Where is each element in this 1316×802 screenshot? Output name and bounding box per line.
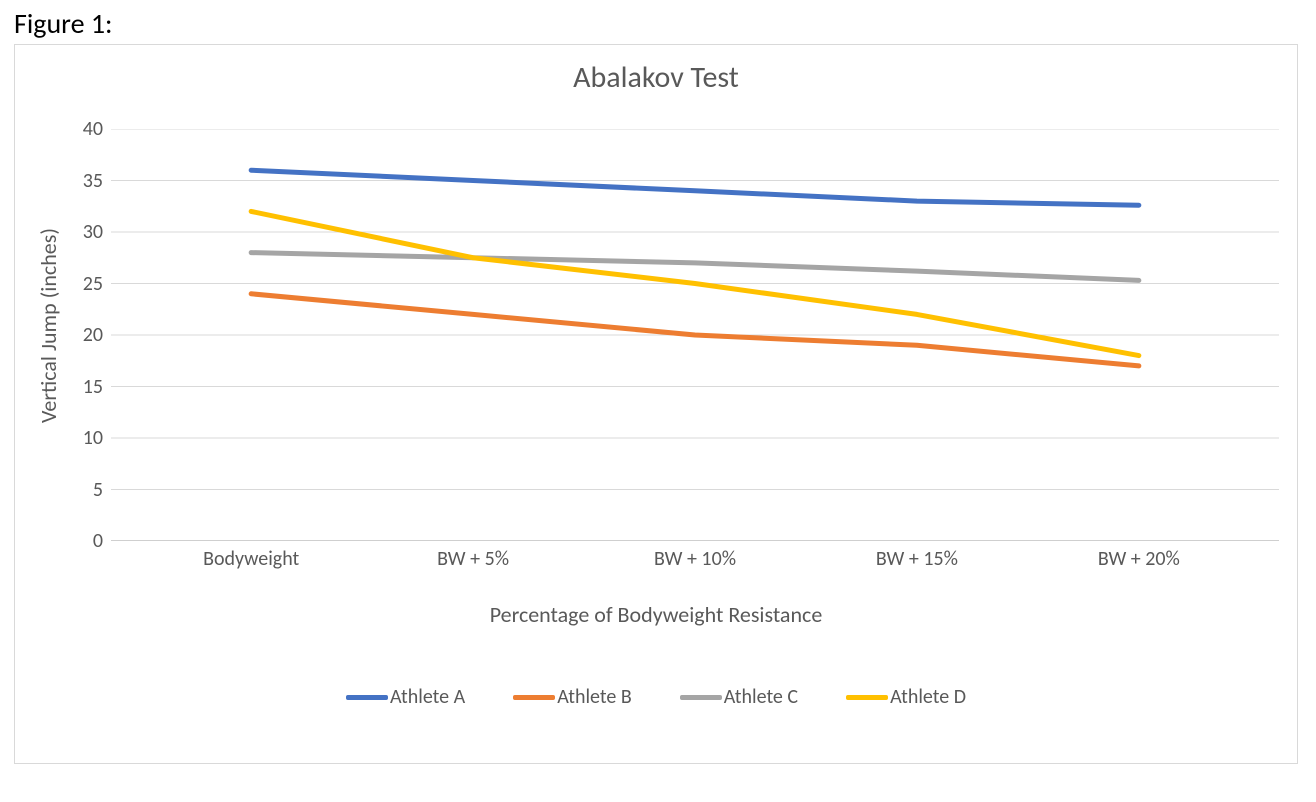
chart-title: Abalakov Test — [15, 59, 1297, 96]
legend-item: Athlete A — [346, 685, 465, 709]
x-tick-label: BW + 20% — [1098, 547, 1180, 571]
y-tick-label: 20 — [83, 323, 103, 347]
y-tick-label: 35 — [83, 169, 103, 193]
legend-swatch — [680, 695, 722, 700]
y-tick-label: 30 — [83, 220, 103, 244]
x-tick-label: BW + 5% — [437, 547, 509, 571]
legend-item: Athlete D — [846, 685, 966, 709]
y-axis-title-text: Vertical Jump (inches) — [35, 228, 62, 423]
plot-area: 0510152025303540BodyweightBW + 5%BW + 10… — [111, 129, 1279, 541]
legend-label: Athlete C — [724, 685, 798, 709]
y-tick-label: 15 — [83, 375, 103, 399]
figure-label: Figure 1: — [14, 6, 113, 41]
legend-swatch — [846, 695, 888, 700]
x-axis-title: Percentage of Bodyweight Resistance — [15, 601, 1297, 628]
y-tick-label: 5 — [93, 478, 103, 502]
legend-label: Athlete A — [390, 685, 465, 709]
y-tick-label: 0 — [93, 529, 103, 553]
legend-item: Athlete C — [680, 685, 798, 709]
legend-label: Athlete B — [557, 685, 632, 709]
legend-label: Athlete D — [890, 685, 966, 709]
y-tick-label: 10 — [83, 426, 103, 450]
x-tick-label: BW + 10% — [654, 547, 736, 571]
legend-item: Athlete B — [513, 685, 632, 709]
x-tick-label: BW + 15% — [876, 547, 958, 571]
y-tick-label: 25 — [83, 272, 103, 296]
y-tick-label: 40 — [83, 117, 103, 141]
legend-swatch — [513, 695, 555, 700]
series-line — [251, 253, 1139, 281]
x-tick-label: Bodyweight — [203, 547, 299, 571]
chart-legend: Athlete A Athlete B Athlete C Athlete D — [15, 685, 1297, 709]
series-line — [251, 170, 1139, 205]
chart-frame: Abalakov Test Vertical Jump (inches) 051… — [14, 44, 1298, 764]
y-axis-title: Vertical Jump (inches) — [33, 105, 63, 545]
line-chart-svg — [111, 129, 1279, 541]
legend-swatch — [346, 695, 388, 700]
